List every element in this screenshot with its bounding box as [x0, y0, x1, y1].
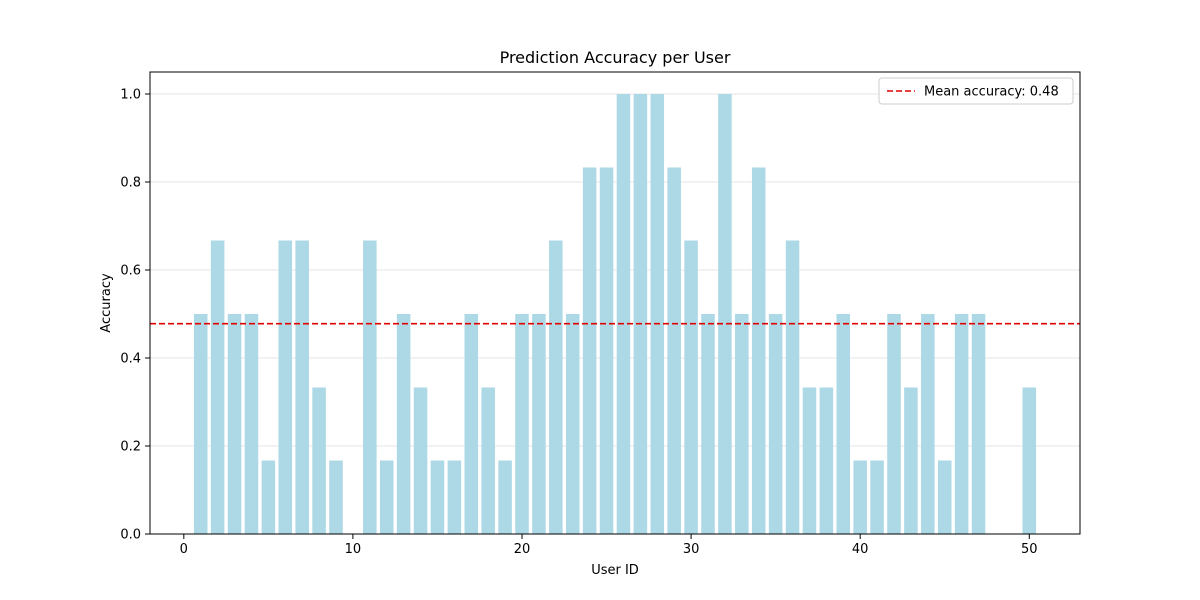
bar: [549, 240, 563, 534]
bar: [396, 314, 411, 534]
legend-mean-label: Mean accuracy: 0.48: [924, 85, 1059, 100]
bar: [954, 314, 969, 534]
y-tick-label: 0.0: [120, 528, 141, 543]
bar: [312, 387, 326, 534]
bar: [532, 314, 546, 534]
bar: [887, 314, 901, 534]
bar: [616, 94, 631, 534]
bar: [227, 314, 242, 534]
bar: [650, 94, 665, 534]
bar: [751, 167, 766, 535]
bar: [633, 94, 648, 534]
x-tick-label: 20: [514, 542, 531, 557]
bar: [802, 387, 817, 534]
bar: [921, 314, 935, 534]
bar: [785, 240, 800, 534]
bar: [515, 314, 529, 534]
bar: [413, 387, 428, 534]
y-tick-label: 0.6: [120, 264, 141, 279]
bar: [599, 167, 614, 535]
bar: [937, 460, 952, 534]
x-tick-label: 40: [852, 542, 869, 557]
bar: [667, 167, 681, 535]
bar: [582, 167, 597, 535]
bar: [836, 314, 851, 534]
bar: [430, 460, 445, 534]
bar: [363, 240, 377, 534]
y-ticks: 0.0 0.2 0.4 0.6 0.8 1.0: [120, 88, 150, 543]
bar: [870, 460, 884, 534]
x-tick-label: 50: [1021, 542, 1038, 557]
bar: [735, 314, 749, 534]
chart-title: Prediction Accuracy per User: [500, 48, 731, 67]
bar: [768, 314, 783, 534]
bar: [853, 460, 867, 534]
bar: [295, 240, 309, 534]
bar: [261, 460, 276, 534]
x-tick-label: 0: [180, 542, 188, 557]
bar: [565, 314, 580, 534]
bar: [718, 94, 732, 534]
bars: [193, 94, 1037, 535]
y-tick-label: 1.0: [120, 88, 141, 103]
bar: [498, 460, 512, 534]
bar: [193, 314, 208, 534]
bar: [684, 240, 698, 534]
bar: [210, 240, 225, 534]
bar: [464, 314, 479, 534]
y-tick-label: 0.2: [120, 440, 141, 455]
bar: [244, 314, 259, 534]
x-tick-label: 10: [345, 542, 362, 557]
bar: [278, 240, 293, 534]
x-ticks: 0 10 20 30 40 50: [180, 534, 1038, 557]
bar: [701, 314, 715, 534]
y-axis-label: Accuracy: [99, 273, 114, 333]
plot-frame: [149, 71, 1081, 535]
bar: [447, 460, 462, 534]
legend: Mean accuracy: 0.48: [878, 77, 1074, 105]
bar: [1022, 387, 1037, 534]
bar: [904, 387, 918, 534]
legend-box: [878, 77, 1074, 105]
x-tick-label: 30: [683, 542, 700, 557]
bar: [819, 387, 834, 534]
bar: [971, 314, 986, 534]
bar: [379, 460, 394, 534]
bar: [329, 460, 343, 534]
x-axis-label: User ID: [591, 563, 639, 578]
bar: [481, 387, 495, 534]
y-tick-label: 0.8: [120, 176, 141, 191]
y-tick-label: 0.4: [120, 352, 141, 367]
